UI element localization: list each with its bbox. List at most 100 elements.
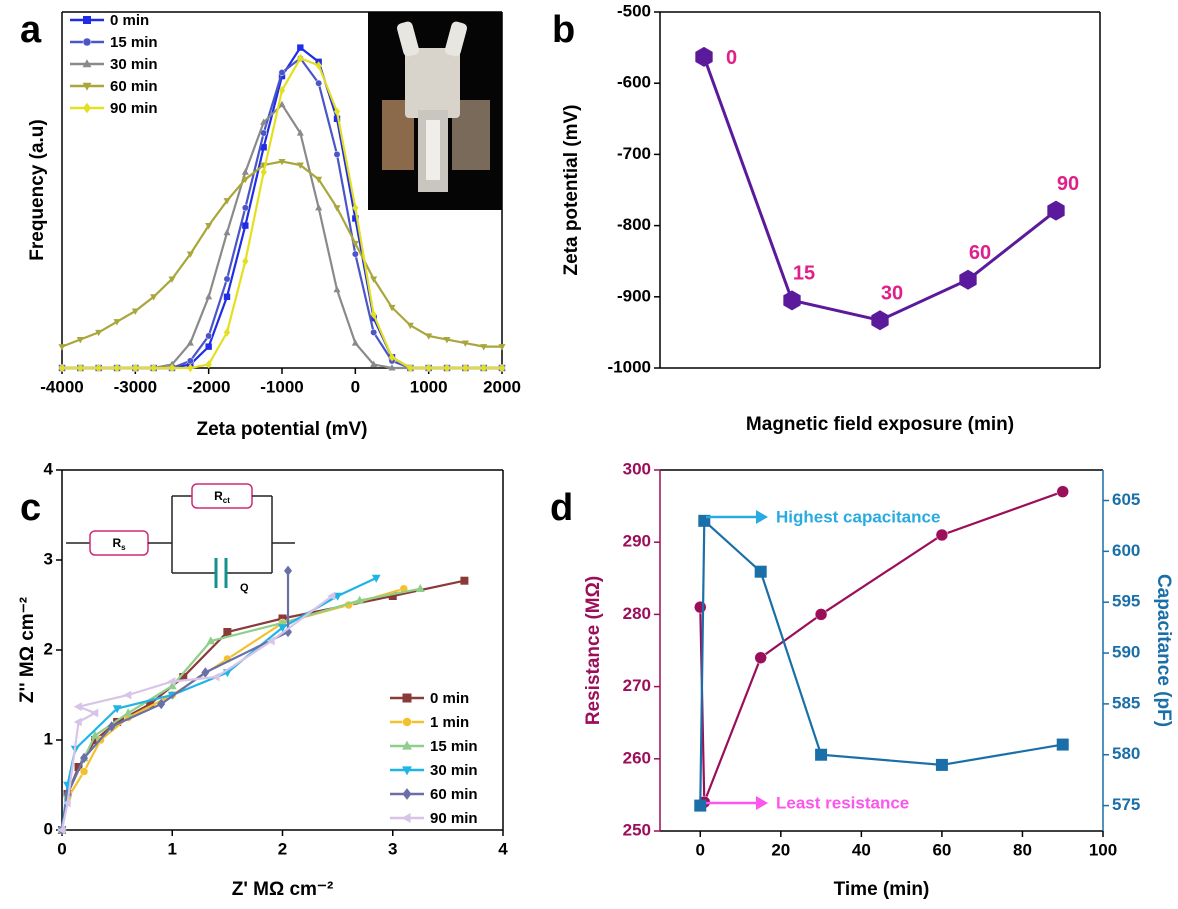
marker [333, 205, 341, 212]
marker [278, 86, 286, 95]
marker [90, 708, 99, 718]
circuit-label: Rs [112, 536, 126, 552]
marker [278, 158, 286, 166]
marker [1056, 485, 1069, 498]
marker [351, 339, 359, 346]
marker [167, 681, 177, 690]
legend-marker [402, 788, 412, 800]
marker [278, 100, 286, 108]
legend-label: 90 min [110, 100, 158, 117]
marker [1047, 200, 1065, 221]
marker [79, 767, 89, 776]
marker [425, 333, 433, 340]
marker [461, 340, 469, 347]
x-tick-label: -1000 [260, 377, 303, 396]
legend-marker [402, 717, 412, 727]
legend-marker [402, 766, 412, 776]
x-tick-label: 0 [351, 377, 360, 396]
legend-label: 60 min [430, 786, 478, 803]
marker [223, 293, 231, 300]
marker [407, 363, 414, 373]
marker [205, 332, 213, 340]
marker [480, 344, 488, 351]
marker [186, 357, 194, 365]
legend-label: 0 min [110, 12, 149, 29]
marker [260, 118, 268, 125]
series-line [60, 570, 290, 831]
x-tick-label: 40 [852, 840, 871, 859]
series-line [699, 490, 1064, 803]
legend-label: 0 min [430, 690, 469, 707]
x-tick-label: -3000 [114, 377, 157, 396]
circuit-inset [66, 483, 295, 588]
marker [871, 310, 889, 331]
y2-tick-label: 600 [1112, 541, 1140, 560]
marker [77, 363, 84, 373]
marker [315, 79, 323, 87]
marker [371, 574, 381, 583]
legend-marker [82, 59, 92, 68]
annotation-arrowhead [756, 796, 768, 810]
marker [352, 203, 359, 212]
series-line [60, 595, 333, 831]
marker [123, 690, 132, 700]
y2-tick-label: 575 [1112, 795, 1140, 814]
marker [73, 717, 82, 727]
y-tick-label: 260 [623, 748, 651, 767]
marker [498, 363, 506, 373]
marker [333, 107, 341, 116]
annotation: Highest capacitance [776, 507, 940, 526]
circuit-label: Q [240, 582, 249, 594]
series-line [702, 56, 1057, 322]
legend-label: 15 min [430, 738, 478, 755]
marker [80, 752, 89, 764]
marker [76, 336, 84, 344]
legend-marker [82, 82, 92, 91]
legend-label: 1 min [430, 714, 469, 731]
marker [205, 223, 213, 230]
legend-label: 60 min [110, 78, 158, 95]
x-tick-label: 60 [932, 840, 951, 859]
legend-marker [402, 740, 412, 750]
marker [370, 310, 377, 319]
marker [315, 203, 323, 211]
y-tick-label: -500 [617, 1, 651, 20]
series-line [60, 587, 405, 831]
x-axis-label: Time (min) [834, 879, 930, 900]
marker [425, 363, 432, 373]
marker [186, 339, 194, 346]
y2-tick-label: 605 [1112, 490, 1140, 509]
x-tick-label: 0 [57, 839, 66, 858]
marker [95, 329, 103, 337]
marker [370, 276, 378, 283]
marker [132, 363, 139, 373]
marker [113, 319, 121, 326]
marker [315, 61, 322, 70]
point-label: 15 [793, 263, 815, 285]
y-axis-label: Z'' MΩ cm⁻² [17, 597, 38, 703]
legend-marker [82, 37, 92, 47]
marker [241, 176, 249, 184]
y-tick-label: -600 [617, 73, 651, 92]
circuit-label-sub: ct [223, 496, 230, 505]
x-tick-label: 20 [771, 840, 790, 859]
y-tick-label: 270 [623, 676, 651, 695]
marker [460, 576, 469, 585]
y2-tick-label: 590 [1112, 643, 1140, 662]
point-label: 0 [726, 47, 737, 69]
marker [351, 240, 359, 248]
circuit-label-sub: s [121, 543, 126, 552]
marker [315, 176, 323, 184]
marker [150, 363, 157, 373]
marker [351, 250, 359, 258]
marker [695, 46, 713, 67]
marker [73, 702, 82, 712]
legend-label: 30 min [430, 762, 478, 779]
marker [168, 276, 176, 283]
marker [223, 328, 231, 337]
marker [211, 672, 220, 682]
marker [260, 168, 267, 177]
y-tick-label: 3 [44, 549, 53, 568]
marker [406, 322, 414, 330]
circuit-label: Rct [214, 489, 230, 505]
